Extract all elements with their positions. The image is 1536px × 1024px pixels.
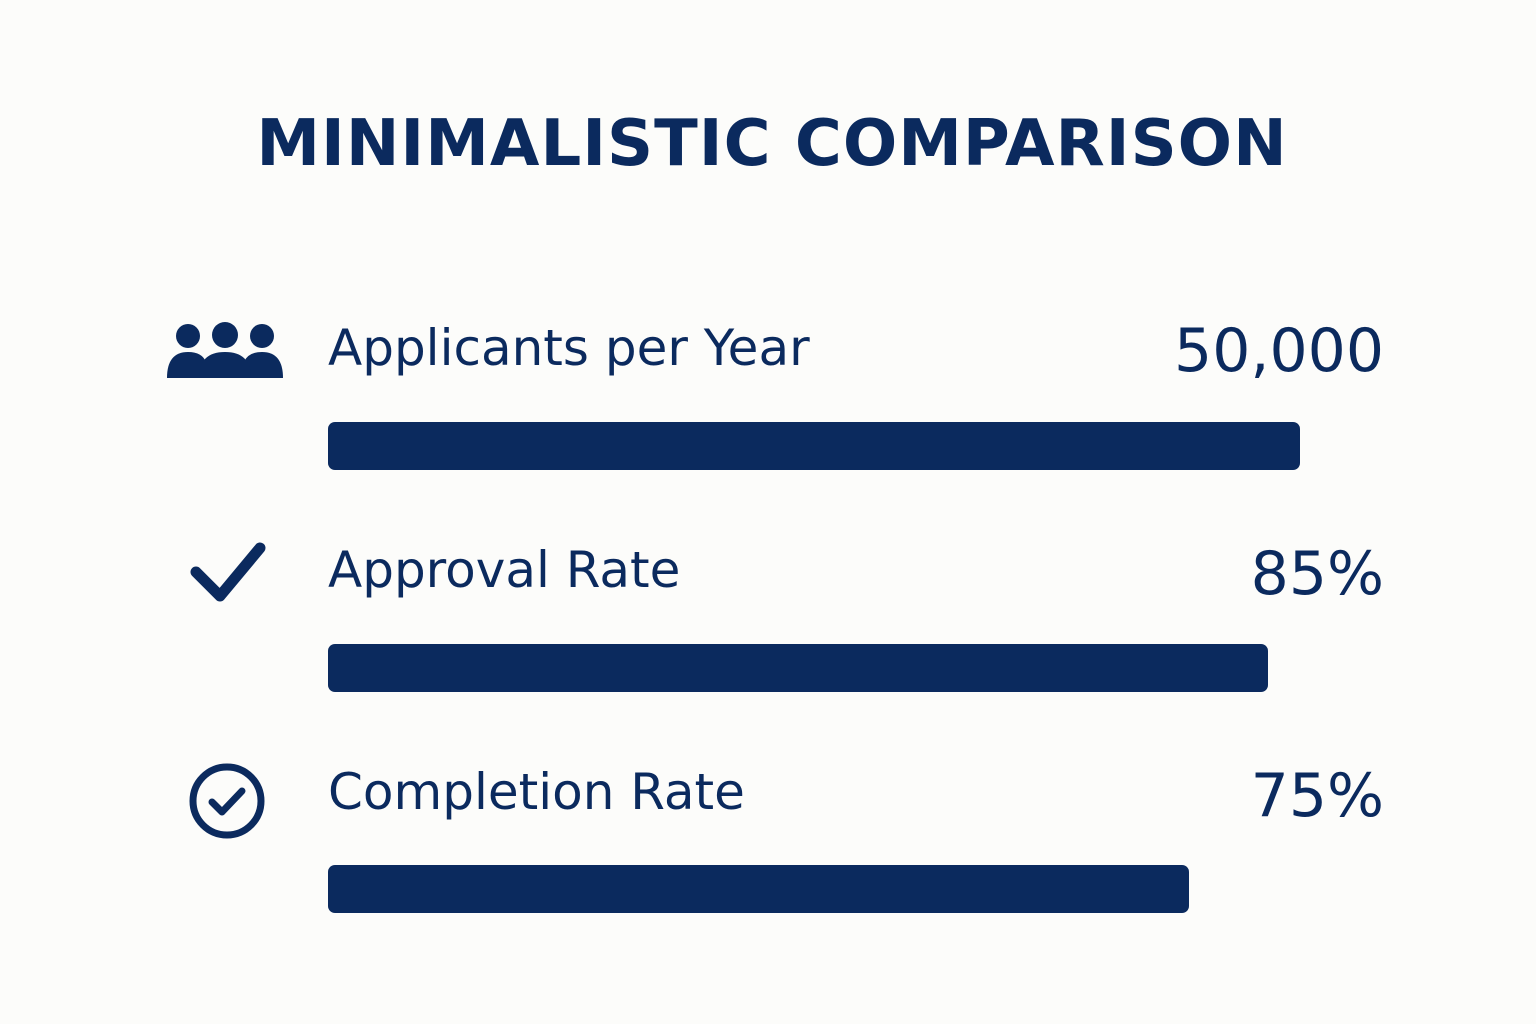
metric-label: Applicants per Year bbox=[328, 319, 810, 377]
checkmark-icon bbox=[190, 542, 266, 602]
chart-title: MINIMALISTIC COMPARISON bbox=[256, 107, 1288, 181]
users-group-icon bbox=[167, 322, 283, 378]
check-circle-icon bbox=[189, 763, 265, 839]
data-label: 75% bbox=[1250, 761, 1384, 831]
data-label: 50,000 bbox=[1174, 316, 1384, 386]
bar bbox=[328, 644, 1268, 692]
bar bbox=[328, 422, 1300, 470]
metric-label: Approval Rate bbox=[328, 541, 681, 599]
data-label: 85% bbox=[1250, 539, 1384, 609]
metric-label: Completion Rate bbox=[328, 763, 745, 821]
bar bbox=[328, 865, 1189, 913]
